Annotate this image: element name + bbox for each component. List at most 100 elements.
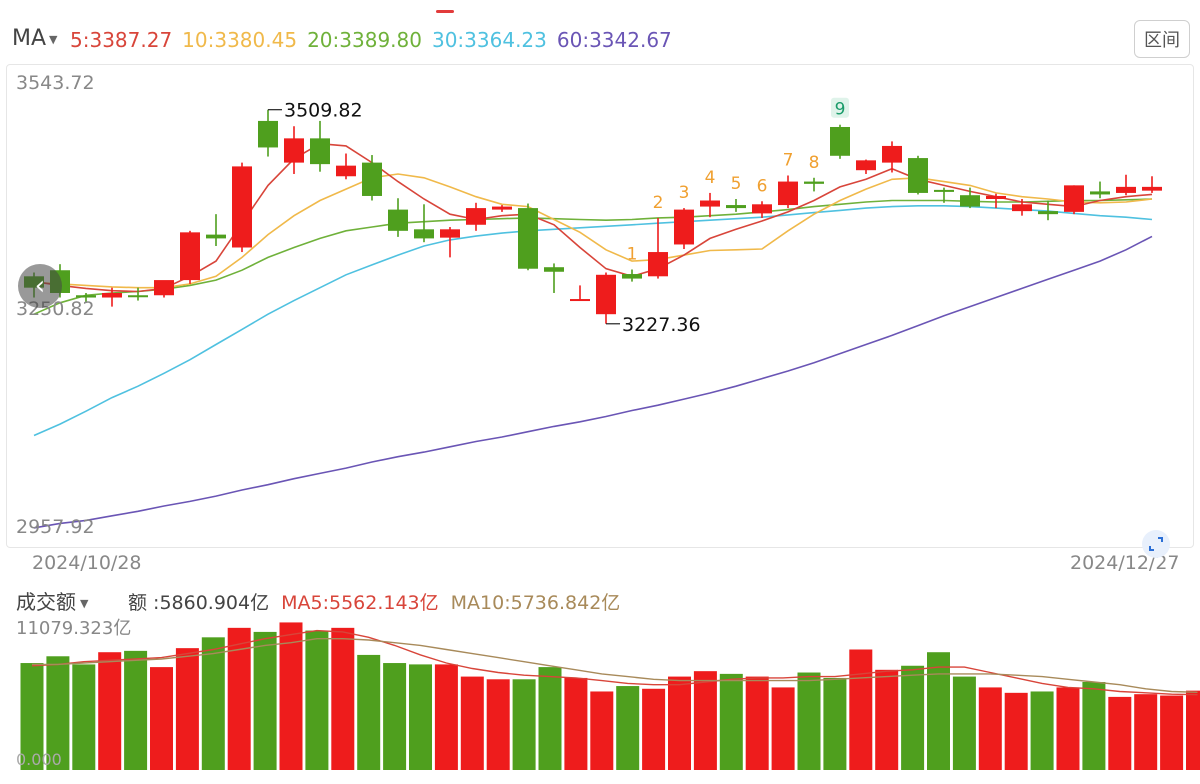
ma20-line <box>33 198 1153 315</box>
candle-body <box>518 208 538 269</box>
fullscreen-button[interactable] <box>1142 530 1170 558</box>
volume-bar <box>331 627 355 770</box>
volume-bar <box>150 667 173 770</box>
volume-bar <box>409 664 432 770</box>
volume-bar <box>875 669 899 770</box>
candle-body <box>700 200 720 207</box>
volume-bar <box>1186 690 1200 770</box>
volume-max-label: 11079.323亿 <box>16 618 132 639</box>
volume-bar <box>901 665 925 770</box>
volume-bar <box>590 691 614 770</box>
candle-body <box>232 166 252 248</box>
volume-bar <box>253 631 277 770</box>
candle-body <box>1090 191 1110 195</box>
price-top-label: 3543.72 <box>16 72 95 94</box>
chevron-left-icon: ‹ <box>34 271 46 301</box>
candle-body <box>882 145 902 163</box>
volume-ma5: MA5:5562.143亿 <box>281 592 439 614</box>
ma60-line <box>33 235 1153 529</box>
sequence-label: 1 <box>627 244 638 264</box>
volume-bar <box>124 650 148 770</box>
date-start-label: 2024/10/28 <box>32 552 142 574</box>
ma20-value: 20:3389.80 <box>307 28 422 52</box>
low-annotation: 3227.36 <box>622 314 701 336</box>
volume-bar <box>98 652 122 770</box>
sequence-label: 3 <box>679 183 690 203</box>
scroll-left-button[interactable]: ‹ <box>18 264 62 308</box>
volume-bar <box>383 663 407 770</box>
volume-bar <box>538 667 562 770</box>
volume-ma10: MA10:5736.842亿 <box>450 592 621 614</box>
volume-bar <box>1134 694 1158 770</box>
indicator-dropdown[interactable]: MA ▼ <box>12 26 58 51</box>
volume-legend: 额 :5860.904亿 MA5:5562.143亿 MA10:5736.842亿 <box>128 588 632 615</box>
price-bottom-label: 2957.92 <box>16 516 95 538</box>
drag-handle[interactable] <box>436 10 454 13</box>
candle-body <box>492 206 512 210</box>
candle-body <box>856 160 876 171</box>
candle-body <box>128 295 148 298</box>
volume-bar <box>1004 692 1028 770</box>
volume-bar <box>771 687 795 770</box>
candle-body <box>388 209 408 231</box>
candle-body <box>804 181 824 184</box>
candle-body <box>1012 204 1032 212</box>
ma10-value: 10:3380.45 <box>182 28 298 52</box>
candle-body <box>154 280 174 296</box>
ma5-value: 5:3387.27 <box>70 28 173 52</box>
sequence-badge <box>831 97 849 118</box>
volume-indicator-dropdown[interactable]: 成交额 ▼ <box>16 586 88 615</box>
indicator-label: MA <box>12 26 47 51</box>
candle-body <box>830 126 850 156</box>
candle-body <box>960 195 980 207</box>
volume-bar <box>823 677 847 770</box>
volume-bar <box>279 622 303 770</box>
volume-bar <box>305 630 329 770</box>
candle-body <box>544 267 564 272</box>
volume-bar <box>175 648 199 770</box>
ma10-line <box>33 173 1153 289</box>
volume-bar <box>227 627 251 770</box>
sequence-label: 8 <box>809 153 820 173</box>
candle-body <box>284 138 304 163</box>
volume-indicator-label: 成交额 <box>16 590 76 614</box>
volume-bar <box>693 671 717 770</box>
ma30-value: 30:3364.23 <box>431 28 547 52</box>
range-button[interactable]: 区间 <box>1134 20 1190 58</box>
candle-body <box>466 208 486 225</box>
volume-bar <box>797 672 821 770</box>
candle-body <box>674 209 694 245</box>
sequence-label: 7 <box>783 150 794 170</box>
ma-legend: 5:3387.27 10:3380.45 20:3389.80 30:3364.23 6… <box>70 28 682 52</box>
candle-body <box>102 292 122 298</box>
candle-body <box>1064 185 1084 212</box>
sequence-label: 5 <box>731 174 742 194</box>
candle-body <box>596 274 616 315</box>
volume-bar <box>434 664 458 770</box>
volume-bar <box>72 664 96 770</box>
candle-body <box>622 274 642 279</box>
candle-body <box>206 234 226 239</box>
volume-bar <box>668 676 691 770</box>
volume-zero-label: 0.000 <box>16 750 62 769</box>
sequence-label: 9 <box>835 100 846 120</box>
volume-bar <box>1056 687 1080 770</box>
volume-bar <box>357 654 381 770</box>
candle-body <box>414 229 434 239</box>
volume-bar <box>849 649 873 770</box>
volume-bar <box>564 677 588 770</box>
volume-bar <box>642 688 666 770</box>
expand-icon <box>1149 537 1163 551</box>
volume-bar <box>512 679 536 770</box>
candle-body <box>986 195 1006 199</box>
volume-ma10-line <box>32 638 1198 693</box>
candle-body <box>180 232 200 281</box>
sequence-label: 4 <box>705 168 716 188</box>
candle-body <box>310 138 330 165</box>
volume-bar <box>1160 695 1184 770</box>
candle-body <box>934 189 954 192</box>
volume-bar <box>46 656 70 770</box>
volume-bar <box>978 687 1002 770</box>
volume-amount: 额 :5860.904亿 <box>128 592 270 614</box>
caret-down-icon: ▼ <box>49 32 58 46</box>
